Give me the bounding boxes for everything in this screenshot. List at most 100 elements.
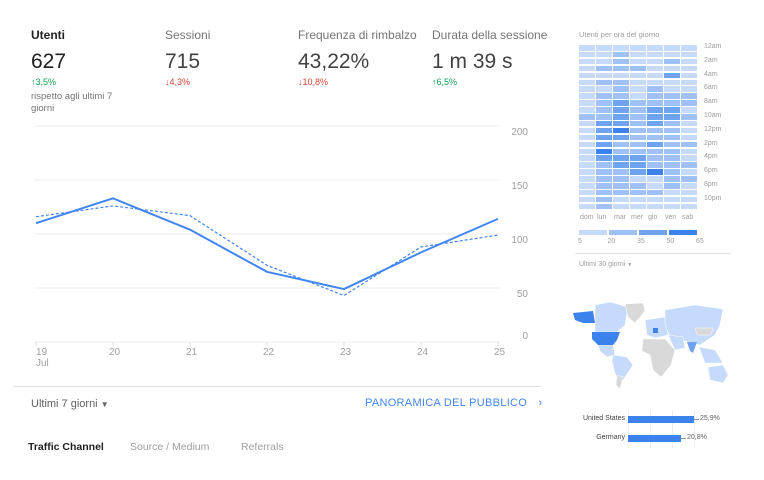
heatmap-cell[interactable] — [630, 93, 646, 99]
heatmap-cell[interactable] — [647, 79, 663, 86]
heatmap-cell[interactable] — [681, 65, 697, 72]
heatmap-cell[interactable] — [596, 72, 612, 79]
heatmap-cell[interactable] — [630, 196, 646, 203]
heatmap-cell[interactable] — [647, 134, 663, 141]
heatmap-cell[interactable] — [579, 93, 595, 99]
heatmap-cell[interactable] — [681, 183, 697, 189]
heatmap-cell[interactable] — [596, 100, 612, 106]
heatmap-cell[interactable] — [681, 127, 697, 134]
heatmap-cell[interactable] — [596, 155, 612, 161]
heatmap-cell[interactable] — [647, 58, 663, 65]
heatmap-cell[interactable] — [664, 127, 680, 134]
heatmap-cell[interactable] — [579, 162, 595, 168]
heatmap-cell[interactable] — [579, 169, 595, 175]
audience-overview-link[interactable]: PANORAMICA DEL PUBBLICO › — [365, 397, 543, 409]
heatmap-cell[interactable] — [647, 196, 663, 203]
heatmap-cell[interactable] — [596, 58, 612, 65]
heatmap-cell[interactable] — [613, 100, 629, 106]
heatmap-cell[interactable] — [681, 141, 697, 148]
heatmap-cell[interactable] — [630, 65, 646, 72]
heatmap-cell[interactable] — [630, 183, 646, 189]
heatmap-cell[interactable] — [613, 86, 629, 92]
heatmap-cell[interactable] — [596, 86, 612, 92]
heatmap-cell[interactable] — [664, 107, 680, 113]
heatmap-cell[interactable] — [596, 162, 612, 168]
heatmap-cell[interactable] — [647, 148, 663, 155]
heatmap-cell[interactable] — [664, 100, 680, 106]
heatmap-cell[interactable] — [596, 196, 612, 203]
heatmap-cell[interactable] — [613, 134, 629, 141]
geo-range-dropdown[interactable]: Ultimi 30 giorni ▼ — [579, 261, 632, 268]
heatmap-cell[interactable] — [579, 72, 595, 79]
heatmap-cell[interactable] — [630, 203, 646, 210]
heatmap-cell[interactable] — [596, 169, 612, 175]
heatmap-cell[interactable] — [630, 155, 646, 161]
heatmap-cell[interactable] — [681, 162, 697, 168]
heatmap-cell[interactable] — [630, 189, 646, 196]
heatmap-cell[interactable] — [579, 51, 595, 58]
heatmap-cell[interactable] — [664, 176, 680, 182]
heatmap-cell[interactable] — [664, 114, 680, 120]
heatmap-cell[interactable] — [664, 203, 680, 210]
heatmap-cell[interactable] — [647, 127, 663, 134]
heatmap-cell[interactable] — [613, 120, 629, 127]
heatmap-cell[interactable] — [613, 72, 629, 79]
heatmap-cell[interactable] — [596, 148, 612, 155]
tab-referrals[interactable]: Referrals — [241, 441, 284, 453]
heatmap-cell[interactable] — [613, 162, 629, 168]
heatmap-cell[interactable] — [630, 120, 646, 127]
heatmap-cell[interactable] — [613, 155, 629, 161]
heatmap-cell[interactable] — [596, 93, 612, 99]
heatmap-cell[interactable] — [579, 183, 595, 189]
heatmap-cell[interactable] — [647, 100, 663, 106]
heatmap-cell[interactable] — [664, 65, 680, 72]
heatmap-cell[interactable] — [681, 148, 697, 155]
heatmap-cell[interactable] — [613, 93, 629, 99]
metric-label[interactable]: Utenti — [31, 28, 65, 42]
heatmap-cell[interactable] — [596, 114, 612, 120]
heatmap-cell[interactable] — [613, 203, 629, 210]
heatmap-cell[interactable] — [681, 134, 697, 141]
heatmap-cell[interactable] — [630, 45, 646, 51]
heatmap-cell[interactable] — [613, 176, 629, 182]
heatmap-cell[interactable] — [613, 189, 629, 196]
heatmap-cell[interactable] — [681, 196, 697, 203]
heatmap-cell[interactable] — [681, 120, 697, 127]
heatmap-cell[interactable] — [681, 189, 697, 196]
heatmap-cell[interactable] — [681, 58, 697, 65]
heatmap-cell[interactable] — [596, 65, 612, 72]
heatmap-cell[interactable] — [647, 169, 663, 175]
heatmap-cell[interactable] — [596, 134, 612, 141]
heatmap-cell[interactable] — [647, 203, 663, 210]
heatmap-cell[interactable] — [664, 93, 680, 99]
heatmap-cell[interactable] — [596, 45, 612, 51]
heatmap-cell[interactable] — [630, 162, 646, 168]
heatmap-cell[interactable] — [647, 93, 663, 99]
heatmap-cell[interactable] — [579, 134, 595, 141]
heatmap-cell[interactable] — [579, 141, 595, 148]
heatmap-cell[interactable] — [647, 155, 663, 161]
heatmap-cell[interactable] — [681, 86, 697, 92]
heatmap-cell[interactable] — [664, 58, 680, 65]
heatmap-cell[interactable] — [681, 100, 697, 106]
heatmap-cell[interactable] — [664, 72, 680, 79]
heatmap-cell[interactable] — [596, 127, 612, 134]
heatmap-cell[interactable] — [579, 189, 595, 196]
heatmap-cell[interactable] — [613, 51, 629, 58]
heatmap-cell[interactable] — [613, 58, 629, 65]
country-bar[interactable] — [628, 416, 694, 423]
heatmap-cell[interactable] — [613, 169, 629, 175]
heatmap-cell[interactable] — [613, 141, 629, 148]
date-range-dropdown[interactable]: Ultimi 7 giorni ▼ — [31, 398, 109, 410]
heatmap-cell[interactable] — [647, 114, 663, 120]
heatmap-cell[interactable] — [579, 176, 595, 182]
heatmap-cell[interactable] — [613, 45, 629, 51]
heatmap-cell[interactable] — [647, 176, 663, 182]
heatmap-cell[interactable] — [596, 189, 612, 196]
heatmap-cell[interactable] — [664, 120, 680, 127]
heatmap-cell[interactable] — [613, 107, 629, 113]
heatmap-cell[interactable] — [630, 134, 646, 141]
heatmap-cell[interactable] — [647, 86, 663, 92]
heatmap-cell[interactable] — [579, 196, 595, 203]
heatmap-cell[interactable] — [579, 79, 595, 86]
